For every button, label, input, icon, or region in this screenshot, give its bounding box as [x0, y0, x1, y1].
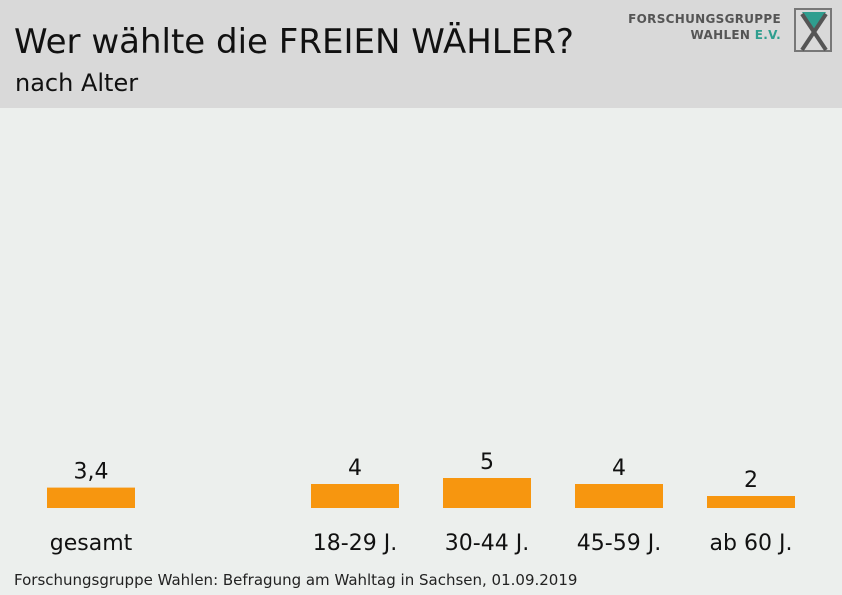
value-label-2: 5: [480, 450, 494, 475]
chart-title: Wer wählte die FREIEN WÄHLER?: [14, 22, 574, 62]
bar-chart: 3,4 gesamt 4 18-29 J. 5 30-44 J. 4 45-59 J. 2 ab …: [47, 450, 795, 556]
logo-text-line1: FORSCHUNGSGRUPPE: [628, 12, 781, 26]
logo-text-ev: E.V.: [754, 28, 781, 42]
bar-3: [575, 484, 663, 508]
category-label-2: 30-44 J.: [445, 531, 529, 556]
bar-4: [707, 496, 795, 508]
category-label-1: 18-29 J.: [313, 531, 397, 556]
value-label-0: 3,4: [74, 460, 109, 485]
category-label-0: gesamt: [50, 531, 133, 556]
logo-text-line2: WAHLEN E.V.: [691, 28, 781, 42]
value-label-4: 2: [744, 468, 758, 493]
fgw-logo: FORSCHUNGSGRUPPE WAHLEN E.V.: [628, 8, 834, 58]
bar-2: [443, 478, 531, 508]
logo-cross-icon: [794, 8, 832, 52]
value-label-1: 4: [348, 456, 362, 481]
logo-text-wahlen: WAHLEN: [690, 28, 751, 42]
bar-0: [47, 487, 135, 508]
value-label-3: 4: [612, 456, 626, 481]
source-footer: Forschungsgruppe Wahlen: Befragung am Wa…: [14, 571, 578, 589]
chart-subtitle: nach Alter: [15, 69, 139, 97]
category-label-3: 45-59 J.: [577, 531, 661, 556]
bar-1: [311, 484, 399, 508]
category-label-4: ab 60 J.: [710, 531, 793, 556]
header-band: Wer wählte die FREIEN WÄHLER? nach Alter…: [0, 0, 842, 108]
